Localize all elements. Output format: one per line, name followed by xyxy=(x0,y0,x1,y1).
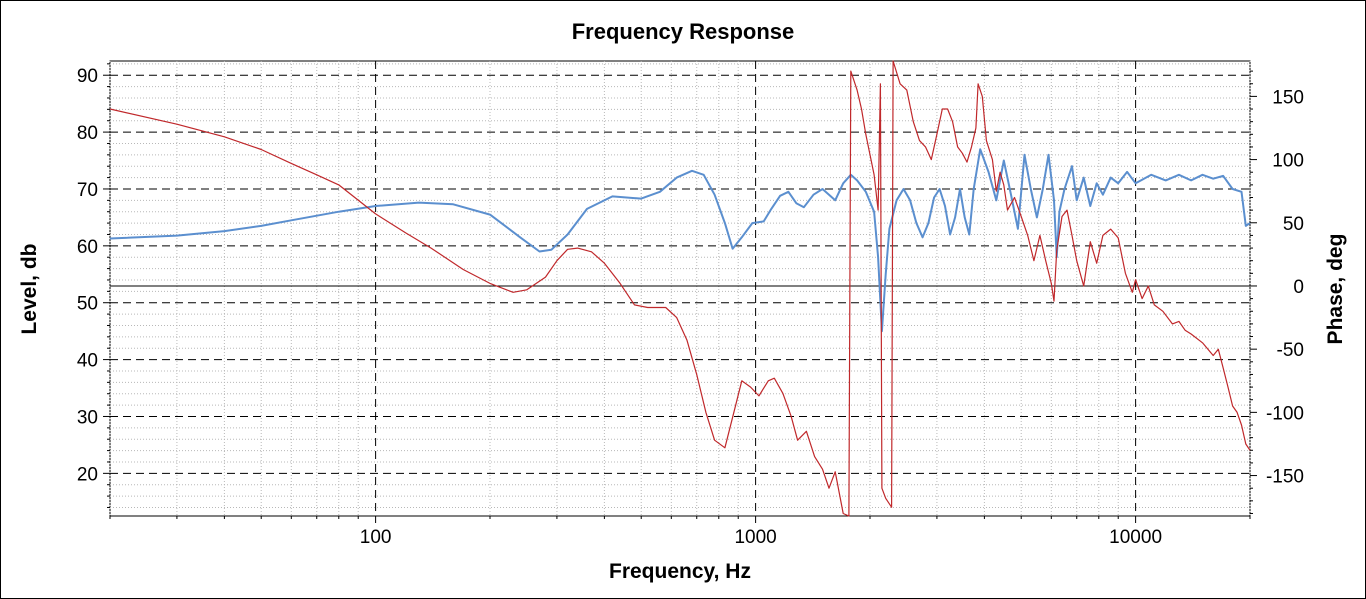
axis-ticks: 20 30 40 50 60 70 80 90 -150 -100 -50 0 50 100 150 100 1… xyxy=(77,63,1304,548)
y-axis-label: Level, db xyxy=(18,243,41,334)
y-tick-label: 80 xyxy=(77,123,98,144)
y-tick-label: 30 xyxy=(77,407,98,428)
y2-tick-label: -150 xyxy=(1266,467,1304,488)
y2-axis-label: Phase, deg xyxy=(1324,234,1347,345)
x-tick-label: 10000 xyxy=(1109,527,1162,548)
plot-area xyxy=(109,60,1251,517)
y2-tick-label: 150 xyxy=(1272,87,1304,108)
y-tick-label: 70 xyxy=(77,180,98,201)
x-tick-label: 1000 xyxy=(734,527,776,548)
phase-series-line xyxy=(109,60,1251,517)
y2-tick-label: 100 xyxy=(1272,151,1304,172)
y2-tick-label: 0 xyxy=(1293,277,1304,298)
y-tick-label: 60 xyxy=(77,237,98,258)
y2-tick-label: -50 xyxy=(1277,340,1304,361)
y-tick-label: 40 xyxy=(77,351,98,372)
y-tick-label: 90 xyxy=(77,66,98,87)
y-tick-label: 20 xyxy=(77,464,98,485)
y-tick-label: 50 xyxy=(77,294,98,315)
y2-tick-label: 50 xyxy=(1283,214,1304,235)
x-axis-label: Frequency, Hz xyxy=(609,560,751,583)
y2-tick-label: -100 xyxy=(1266,403,1304,424)
x-tick-label: 100 xyxy=(360,527,392,548)
level-series-line xyxy=(109,148,1251,333)
chart-title: Frequency Response xyxy=(572,19,795,44)
series-lines xyxy=(109,60,1251,517)
